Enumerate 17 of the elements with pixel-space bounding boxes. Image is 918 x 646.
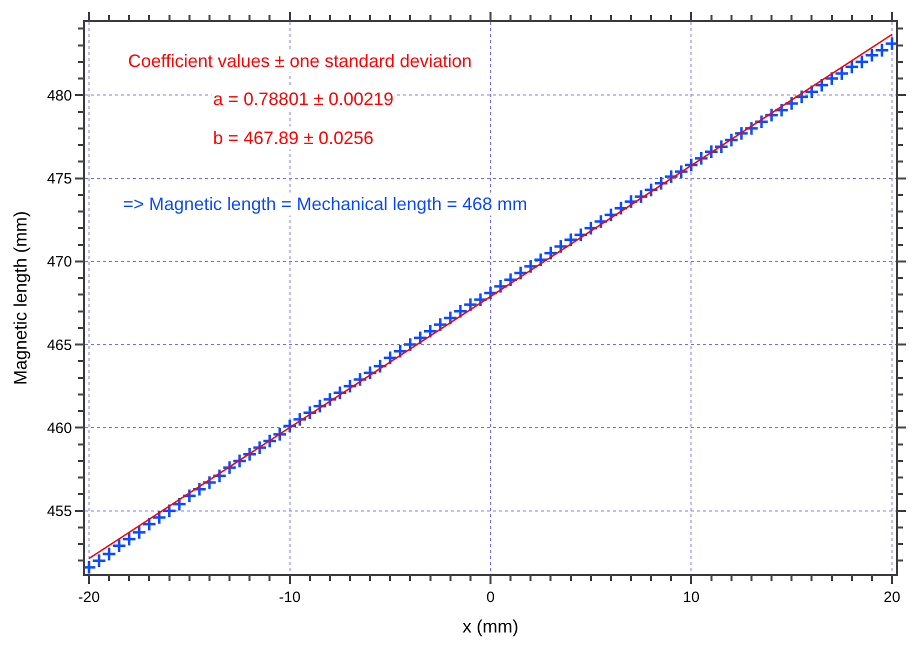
y-tick-label: 465 <box>46 336 72 354</box>
y-tick-label: 480 <box>46 87 72 104</box>
annotation: a = 0.78801 ± 0.00219 <box>213 89 394 109</box>
x-tick-label: -20 <box>78 589 100 606</box>
x-tick-label: 10 <box>682 589 700 606</box>
y-axis-title: Magnetic length (mm) <box>10 210 31 386</box>
y-tick-label: 475 <box>46 170 72 188</box>
x-tick-label: 20 <box>884 589 900 606</box>
annotation: b = 467.89 ± 0.0256 <box>213 128 374 148</box>
y-tick-label: 455 <box>46 503 72 520</box>
y-tick-label: 460 <box>46 420 72 437</box>
x-tick-label: -10 <box>278 589 301 606</box>
x-tick-label: 0 <box>486 589 495 606</box>
annotation: Coefficient values ± one standard deviation <box>128 51 472 71</box>
x-axis-title: x (mm) <box>462 616 518 637</box>
annotation: => Magnetic length = Mechanical length = 468 mm <box>123 194 528 214</box>
y-tick-label: 470 <box>46 254 72 271</box>
